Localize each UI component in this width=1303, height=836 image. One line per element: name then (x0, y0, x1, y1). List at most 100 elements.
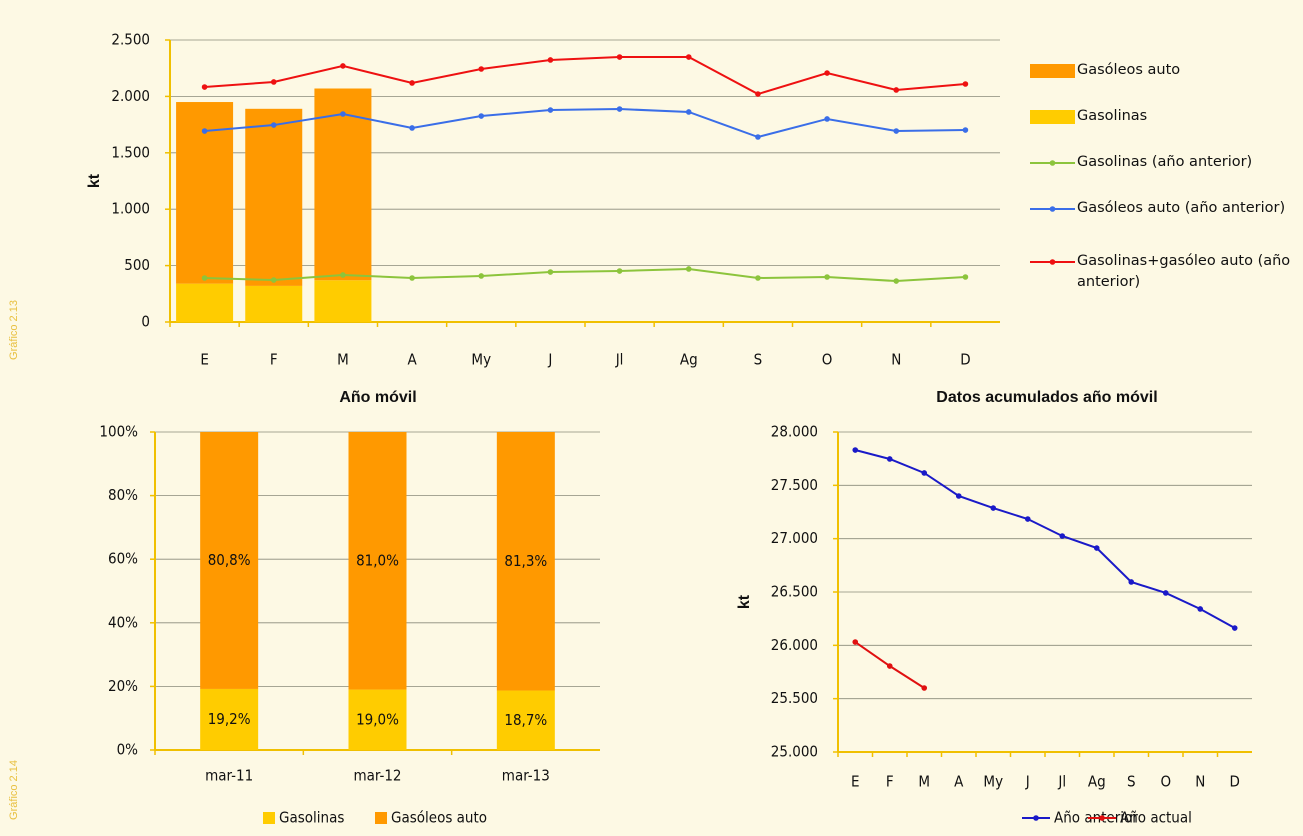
line-point (962, 274, 969, 280)
x-tick-label: M (918, 773, 930, 791)
line-series (204, 267, 966, 283)
x-tick-label: My (471, 351, 491, 369)
data-label: 81,0% (356, 551, 399, 569)
y-tick-label: 80% (108, 486, 138, 504)
line-point (685, 54, 692, 60)
y-axis-label: kt (736, 594, 753, 609)
x-tick-label: F (886, 773, 894, 791)
x-tick-label: Jl (1057, 773, 1066, 791)
x-tick-label: J (1025, 773, 1030, 791)
y-tick-label: 40% (108, 613, 138, 631)
legend-label-box: Gasóleos auto (año anterior) (1077, 200, 1286, 216)
legend-label: Gasolinas (año anterior) (1077, 154, 1253, 170)
y-tick-label: 25.500 (771, 689, 818, 707)
line-point (1197, 606, 1204, 612)
line-point (886, 663, 893, 669)
y-tick-label: 28.000 (771, 423, 818, 441)
line-point (270, 79, 277, 85)
line-point (1128, 579, 1135, 585)
legend-point (1099, 815, 1105, 821)
line-point (201, 84, 208, 90)
line-point (824, 116, 830, 122)
legend-point (1049, 259, 1056, 265)
legend-label-box: Gasolinas (1077, 108, 1148, 124)
line-series (204, 56, 966, 96)
x-tick-label: J (547, 351, 552, 369)
x-tick-label: M (337, 351, 349, 369)
legend-label: Año actual (1120, 809, 1192, 827)
bar-segment (496, 690, 555, 750)
data-label: 81,3% (504, 552, 547, 570)
x-tick-label: N (891, 351, 901, 369)
chart-title: Año móvil (339, 389, 416, 406)
line-point (409, 125, 415, 131)
y-tick-label: 20% (108, 677, 138, 695)
line-point (201, 128, 208, 134)
bar-segment (245, 285, 303, 322)
legend-label: Gasolinas (1077, 108, 1148, 124)
y-tick-label: 25.000 (771, 743, 818, 761)
x-tick-label: E (851, 773, 860, 791)
legend-label-box: Gasolinas (año anterior) (1077, 154, 1253, 170)
y-tick-label: 2.500 (111, 31, 150, 49)
x-tick-label: mar-13 (502, 767, 550, 785)
line-series (854, 449, 1236, 629)
line-point (547, 57, 554, 63)
line-point (955, 493, 962, 499)
line-point (616, 54, 623, 60)
line-series (204, 108, 966, 139)
legend-label: Gasolinas (279, 809, 344, 827)
side-label: Gráfico 2.14 (8, 760, 20, 820)
side-label: Gráfico 2.13 (8, 300, 20, 360)
line-point (1093, 545, 1100, 551)
chart-title: Datos acumulados año móvil (936, 389, 1157, 406)
line-point (685, 266, 692, 272)
line-point (340, 63, 346, 69)
x-tick-label: Ag (1088, 773, 1106, 791)
line-point (478, 66, 485, 72)
y-tick-label: 1.500 (111, 143, 150, 161)
bar-segment (314, 280, 372, 322)
y-tick-label: 27.500 (771, 476, 818, 494)
line-point (478, 113, 485, 119)
legend-label: Gasóleos auto (año anterior) (1077, 200, 1286, 216)
x-tick-label: Ag (680, 351, 698, 369)
x-tick-label: D (960, 351, 970, 369)
x-tick-label: E (200, 351, 209, 369)
line-point (755, 134, 761, 140)
x-tick-label: S (1127, 773, 1136, 791)
legend-label: Gasóleos auto (1077, 62, 1181, 78)
y-tick-label: 26.000 (771, 636, 818, 654)
x-tick-label: mar-12 (353, 767, 401, 785)
line-point (886, 456, 893, 462)
x-tick-label: mar-11 (205, 767, 253, 785)
data-label: 19,2% (208, 710, 251, 728)
data-label: 18,7% (504, 711, 547, 729)
line-point (893, 87, 900, 93)
legend-label: Gasolinas+gasóleo auto (año anterior) (1077, 253, 1291, 290)
y-tick-label: 60% (108, 550, 138, 568)
line-point (921, 685, 928, 691)
line-point (685, 109, 692, 115)
line-point (824, 70, 830, 76)
x-tick-label: A (407, 351, 417, 369)
legend-label: Gasóleos auto (391, 809, 487, 827)
x-tick-label: N (1195, 773, 1205, 791)
line-point (547, 269, 554, 275)
line-point (990, 505, 997, 511)
line-point (755, 91, 761, 97)
line-point (1162, 590, 1169, 596)
line-point (962, 127, 969, 133)
bar-segment (200, 688, 259, 750)
y-tick-label: 26.500 (771, 583, 818, 601)
line-point (1024, 516, 1031, 522)
bar-segment (348, 432, 407, 690)
y-tick-label: 0% (117, 741, 139, 759)
bar-segment (176, 283, 234, 322)
line-point (201, 275, 208, 281)
y-tick-label: 100% (99, 423, 138, 441)
data-label: 80,8% (208, 551, 251, 569)
bar-segment (496, 432, 555, 691)
x-tick-label: A (954, 773, 964, 791)
